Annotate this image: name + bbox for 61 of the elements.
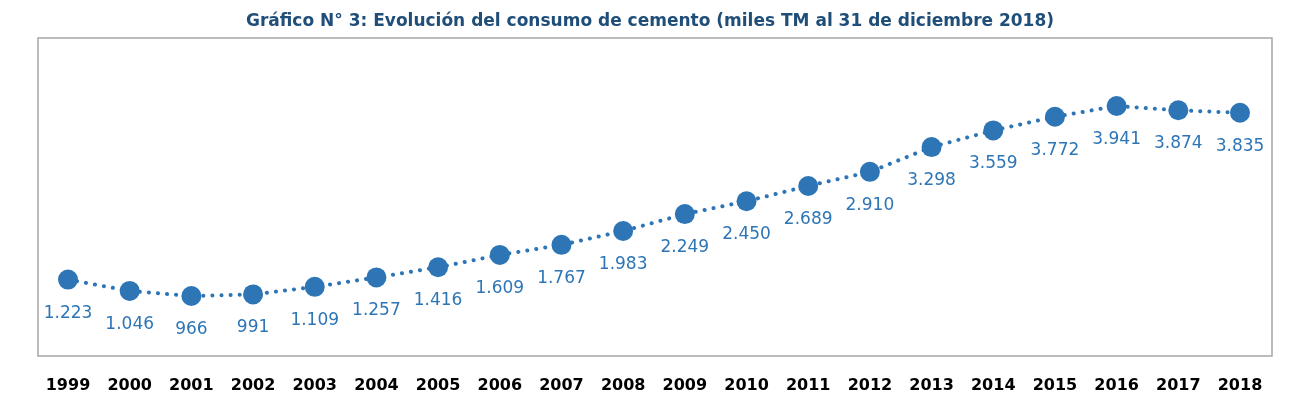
x-tick-label: 2017 xyxy=(1156,375,1201,394)
x-tick-label: 2011 xyxy=(785,375,831,394)
point xyxy=(859,161,880,182)
point xyxy=(674,204,695,225)
x-tick-label: 2012 xyxy=(847,375,893,394)
x-tick-label: 2008 xyxy=(600,375,646,394)
x-tick-label: 2002 xyxy=(230,375,276,394)
x-tick-label: 2014 xyxy=(971,375,1016,394)
data-label: 1.223 xyxy=(43,301,93,322)
point xyxy=(1168,100,1189,121)
data-label: 1.983 xyxy=(598,253,648,274)
point xyxy=(58,269,78,290)
data-label: 991 xyxy=(236,316,270,337)
point xyxy=(243,284,264,305)
x-tick-label: 2006 xyxy=(477,375,523,394)
point xyxy=(428,257,449,278)
point xyxy=(181,286,202,306)
x-tick-label: 2004 xyxy=(354,375,399,394)
point xyxy=(1230,102,1250,123)
data-label: 2.249 xyxy=(660,236,710,257)
x-tick-label: 2007 xyxy=(539,375,584,394)
point xyxy=(798,175,819,196)
point xyxy=(1044,106,1065,127)
data-label: 3.772 xyxy=(1030,138,1080,159)
x-tick-label: 2009 xyxy=(662,375,708,394)
point xyxy=(366,267,387,288)
data-label: 1.046 xyxy=(105,312,155,333)
data-label: 3.874 xyxy=(1153,132,1203,153)
data-label: 2.689 xyxy=(783,207,833,228)
data-label: 1.767 xyxy=(537,266,586,287)
x-tick-label: 2018 xyxy=(1217,375,1263,394)
x-tick-label: 2015 xyxy=(1032,375,1078,394)
point xyxy=(551,234,572,255)
point xyxy=(921,137,942,158)
x-tick-label: 2005 xyxy=(415,375,461,394)
point xyxy=(304,276,325,297)
data-label: 2.910 xyxy=(845,193,895,214)
chart-title: Gráfico N° 3: Evolución del consumo de cemento (miles TM al 31 de diciembre 2018) xyxy=(245,10,1055,30)
data-label: 3.559 xyxy=(968,152,1018,173)
data-label: 1.257 xyxy=(352,299,401,320)
data-label: 3.298 xyxy=(907,169,956,190)
data-label: 3.941 xyxy=(1092,128,1141,148)
data-label: 1.416 xyxy=(413,289,463,310)
data-label: 1.109 xyxy=(290,308,340,329)
data-label: 3.835 xyxy=(1215,134,1265,155)
point xyxy=(613,221,634,242)
x-tick-label: 2000 xyxy=(107,375,152,394)
x-tick-label: 1999 xyxy=(45,375,91,394)
point xyxy=(983,120,1004,141)
x-tick-label: 2001 xyxy=(169,375,214,394)
x-tick-label: 2016 xyxy=(1094,375,1139,394)
data-label: 966 xyxy=(175,318,208,338)
point xyxy=(736,191,757,212)
x-tick-label: 2013 xyxy=(909,375,954,394)
point xyxy=(119,280,140,301)
point xyxy=(489,244,510,265)
data-label: 2.450 xyxy=(722,223,771,244)
data-label: 1.609 xyxy=(475,276,525,297)
x-tick-label: 2010 xyxy=(724,375,769,394)
point xyxy=(1106,96,1127,116)
x-tick-label: 2003 xyxy=(292,375,337,394)
